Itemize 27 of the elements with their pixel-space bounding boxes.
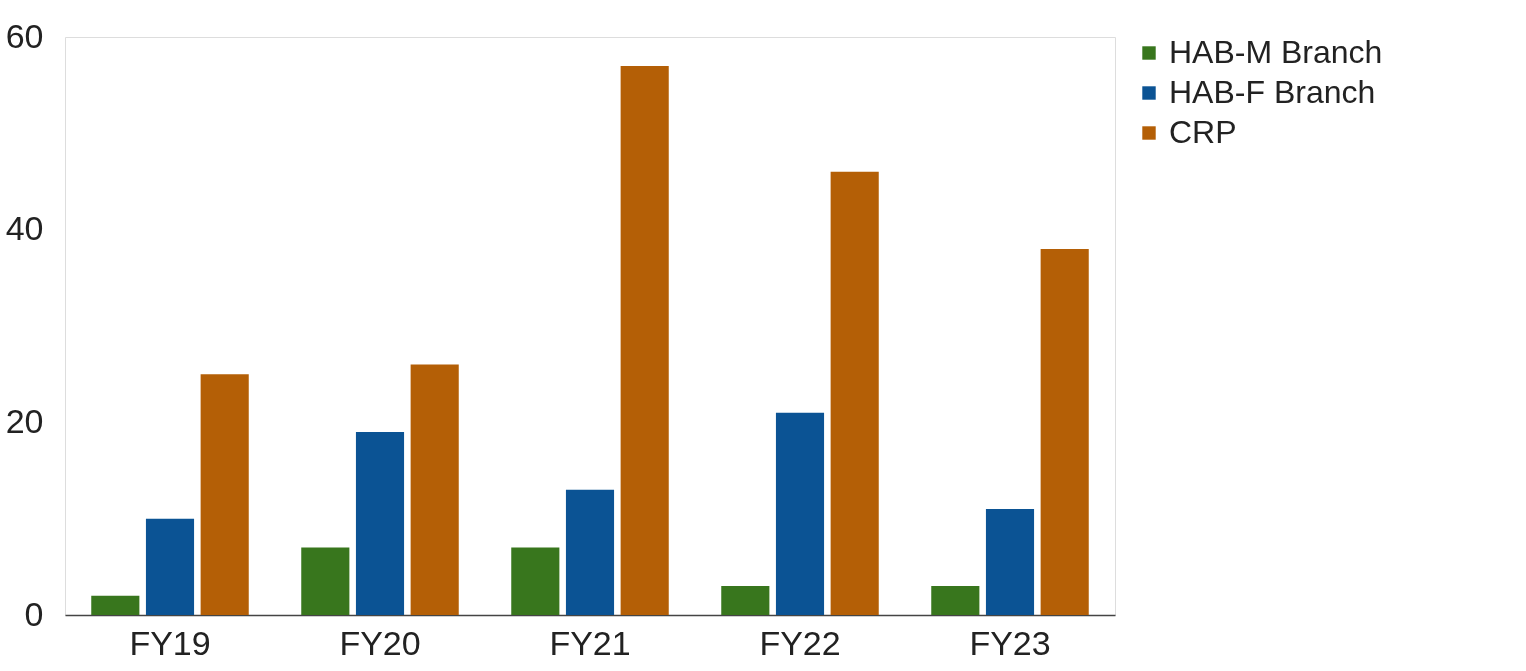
legend-label: HAB-F Branch: [1169, 74, 1376, 110]
bar: [511, 547, 560, 615]
bar: [145, 518, 195, 615]
legend-label: CRP: [1169, 114, 1237, 150]
bar: [410, 364, 459, 615]
bar: [775, 412, 825, 615]
y-tick-label: 0: [24, 594, 44, 633]
bar: [565, 489, 615, 615]
bar: [355, 431, 405, 615]
legend-label: HAB-M Branch: [1169, 34, 1383, 70]
bar: [830, 171, 879, 615]
bar: [91, 595, 140, 615]
bar: [721, 586, 770, 615]
bar: [931, 586, 980, 615]
x-tick-label: FY20: [339, 623, 421, 662]
bar: [200, 374, 249, 615]
x-tick-label: FY21: [549, 623, 631, 662]
bar: [985, 509, 1035, 615]
bar: [620, 65, 669, 615]
x-tick-label: FY23: [969, 623, 1051, 662]
bar: [1040, 248, 1089, 615]
x-tick-label: FY19: [129, 623, 211, 662]
bar: [301, 547, 350, 615]
y-tick-label: 40: [5, 209, 44, 248]
y-tick-label: 60: [5, 16, 44, 55]
y-tick-label: 20: [5, 401, 44, 440]
x-tick-label: FY22: [759, 623, 841, 662]
